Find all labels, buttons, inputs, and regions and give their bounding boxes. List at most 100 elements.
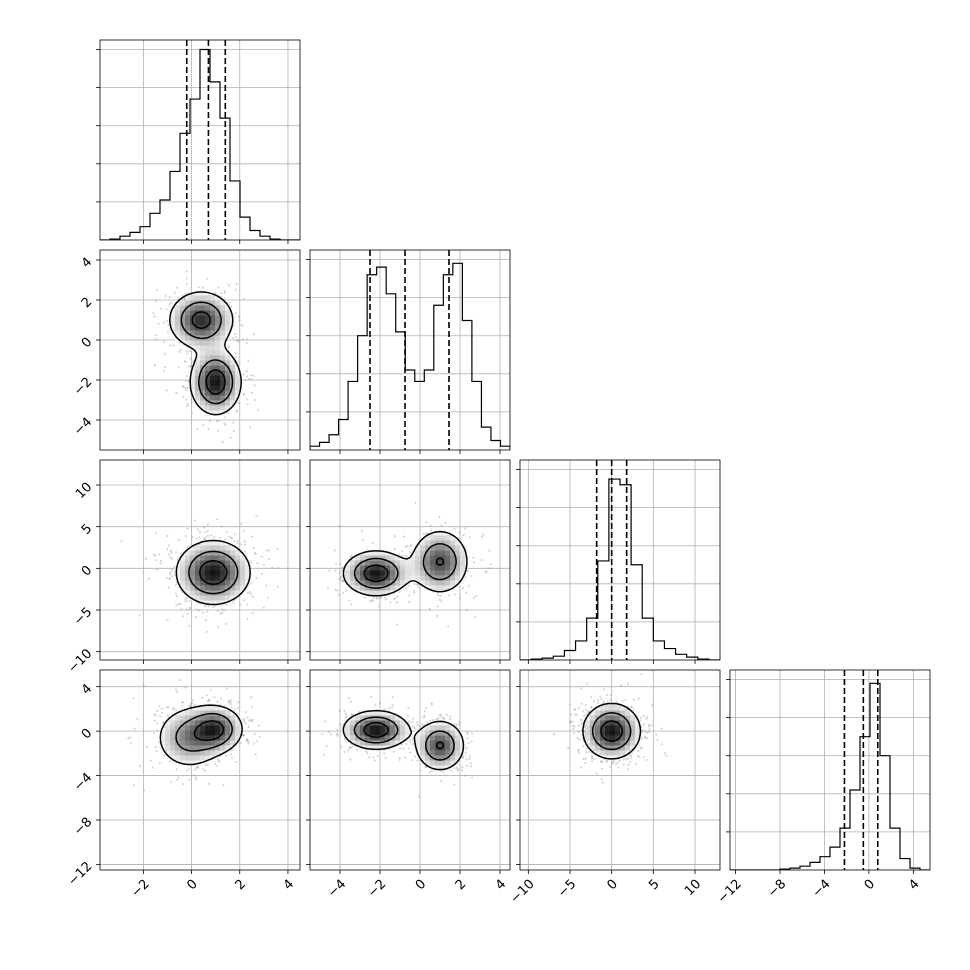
density-cell	[225, 590, 231, 596]
scatter-point	[437, 594, 440, 597]
density-cell	[180, 735, 186, 741]
scatter-point	[461, 756, 464, 759]
density-cell	[230, 580, 236, 586]
scatter-point	[616, 761, 619, 764]
density-cell	[375, 730, 381, 736]
density-cell	[425, 760, 431, 766]
density-cell	[355, 575, 361, 581]
density-cell	[420, 730, 426, 736]
scatter-point	[189, 705, 192, 708]
density-cell	[225, 325, 231, 331]
scatter-point	[593, 757, 596, 761]
density-cell	[460, 545, 466, 551]
scatter-point	[223, 609, 226, 612]
scatter-point	[461, 769, 464, 772]
scatter-point	[355, 749, 358, 752]
scatter-point	[425, 532, 428, 535]
scatter-point	[640, 746, 643, 749]
scatter-point	[371, 542, 374, 545]
density-cell	[195, 320, 201, 326]
density-cell	[195, 395, 201, 401]
scatter-point	[576, 737, 579, 740]
density-cell	[390, 585, 396, 591]
scatter-point	[627, 763, 630, 767]
scatter-point	[250, 719, 253, 722]
density-cell	[220, 305, 226, 311]
scatter-point	[572, 732, 576, 735]
density-cell	[350, 560, 356, 566]
density-cell	[220, 335, 226, 341]
density-cell	[185, 740, 191, 746]
scatter-point	[262, 563, 265, 566]
scatter-point	[188, 778, 191, 781]
density-cell	[195, 565, 201, 571]
density-cell	[185, 295, 191, 301]
density-cell	[450, 540, 456, 546]
scatter-point	[412, 725, 415, 728]
scatter-point	[142, 684, 145, 687]
density-cell	[225, 595, 231, 601]
scatter-point	[627, 768, 630, 771]
scatter-point	[195, 776, 198, 779]
scatter-point	[167, 323, 170, 326]
density-cell	[235, 730, 241, 736]
density-cell	[215, 295, 221, 301]
scatter-point	[198, 609, 201, 612]
density-cell	[380, 710, 386, 716]
scatter-point	[164, 294, 167, 298]
scatter-point	[440, 716, 444, 719]
density-cell	[205, 705, 211, 711]
density-cell	[420, 540, 426, 546]
density-cell	[390, 560, 396, 566]
density-cell	[355, 725, 361, 731]
density-cell	[425, 585, 431, 591]
density-cell	[195, 710, 201, 716]
scatter-point	[591, 756, 594, 759]
density-cell	[225, 375, 231, 381]
density-cell	[165, 745, 171, 751]
scatter-point	[484, 570, 487, 573]
density-cell	[205, 600, 211, 606]
density-cell	[180, 715, 186, 721]
scatter-point	[343, 750, 346, 754]
scatter-point	[149, 759, 152, 762]
density-cell	[350, 720, 356, 726]
density-cell	[200, 545, 206, 551]
density-cell	[185, 575, 191, 581]
density-cell	[450, 565, 456, 571]
scatter-point	[236, 539, 239, 543]
scatter-point	[488, 567, 491, 570]
density-cell	[185, 550, 191, 556]
density-cell	[430, 540, 436, 546]
density-cell	[215, 340, 221, 346]
panel-1-1	[306, 249, 511, 454]
scatter-point	[186, 402, 189, 405]
scatter-point	[646, 737, 649, 740]
scatter-point	[372, 596, 375, 600]
scatter-point	[228, 345, 231, 348]
scatter-point	[422, 533, 425, 536]
density-cell	[215, 395, 221, 401]
density-cell	[210, 300, 216, 306]
density-cell	[445, 540, 451, 546]
density-cell	[360, 555, 366, 561]
density-cell	[170, 740, 176, 746]
scatter-point	[221, 440, 224, 443]
scatter-point	[349, 603, 353, 606]
scatter-point	[468, 536, 471, 539]
scatter-point	[175, 551, 178, 554]
density-cell	[445, 535, 451, 541]
density-cell	[365, 575, 371, 581]
scatter-point	[601, 781, 604, 784]
panel-frame	[99, 459, 301, 661]
density-cell	[200, 400, 206, 406]
density-cell	[230, 720, 236, 726]
density-cell	[375, 575, 381, 581]
density-cell	[355, 730, 361, 736]
density-cell	[395, 720, 401, 726]
density-cell	[445, 735, 451, 741]
scatter-point	[388, 706, 391, 710]
density-cell	[420, 740, 426, 746]
scatter-point	[402, 747, 405, 750]
scatter-point	[166, 548, 169, 551]
